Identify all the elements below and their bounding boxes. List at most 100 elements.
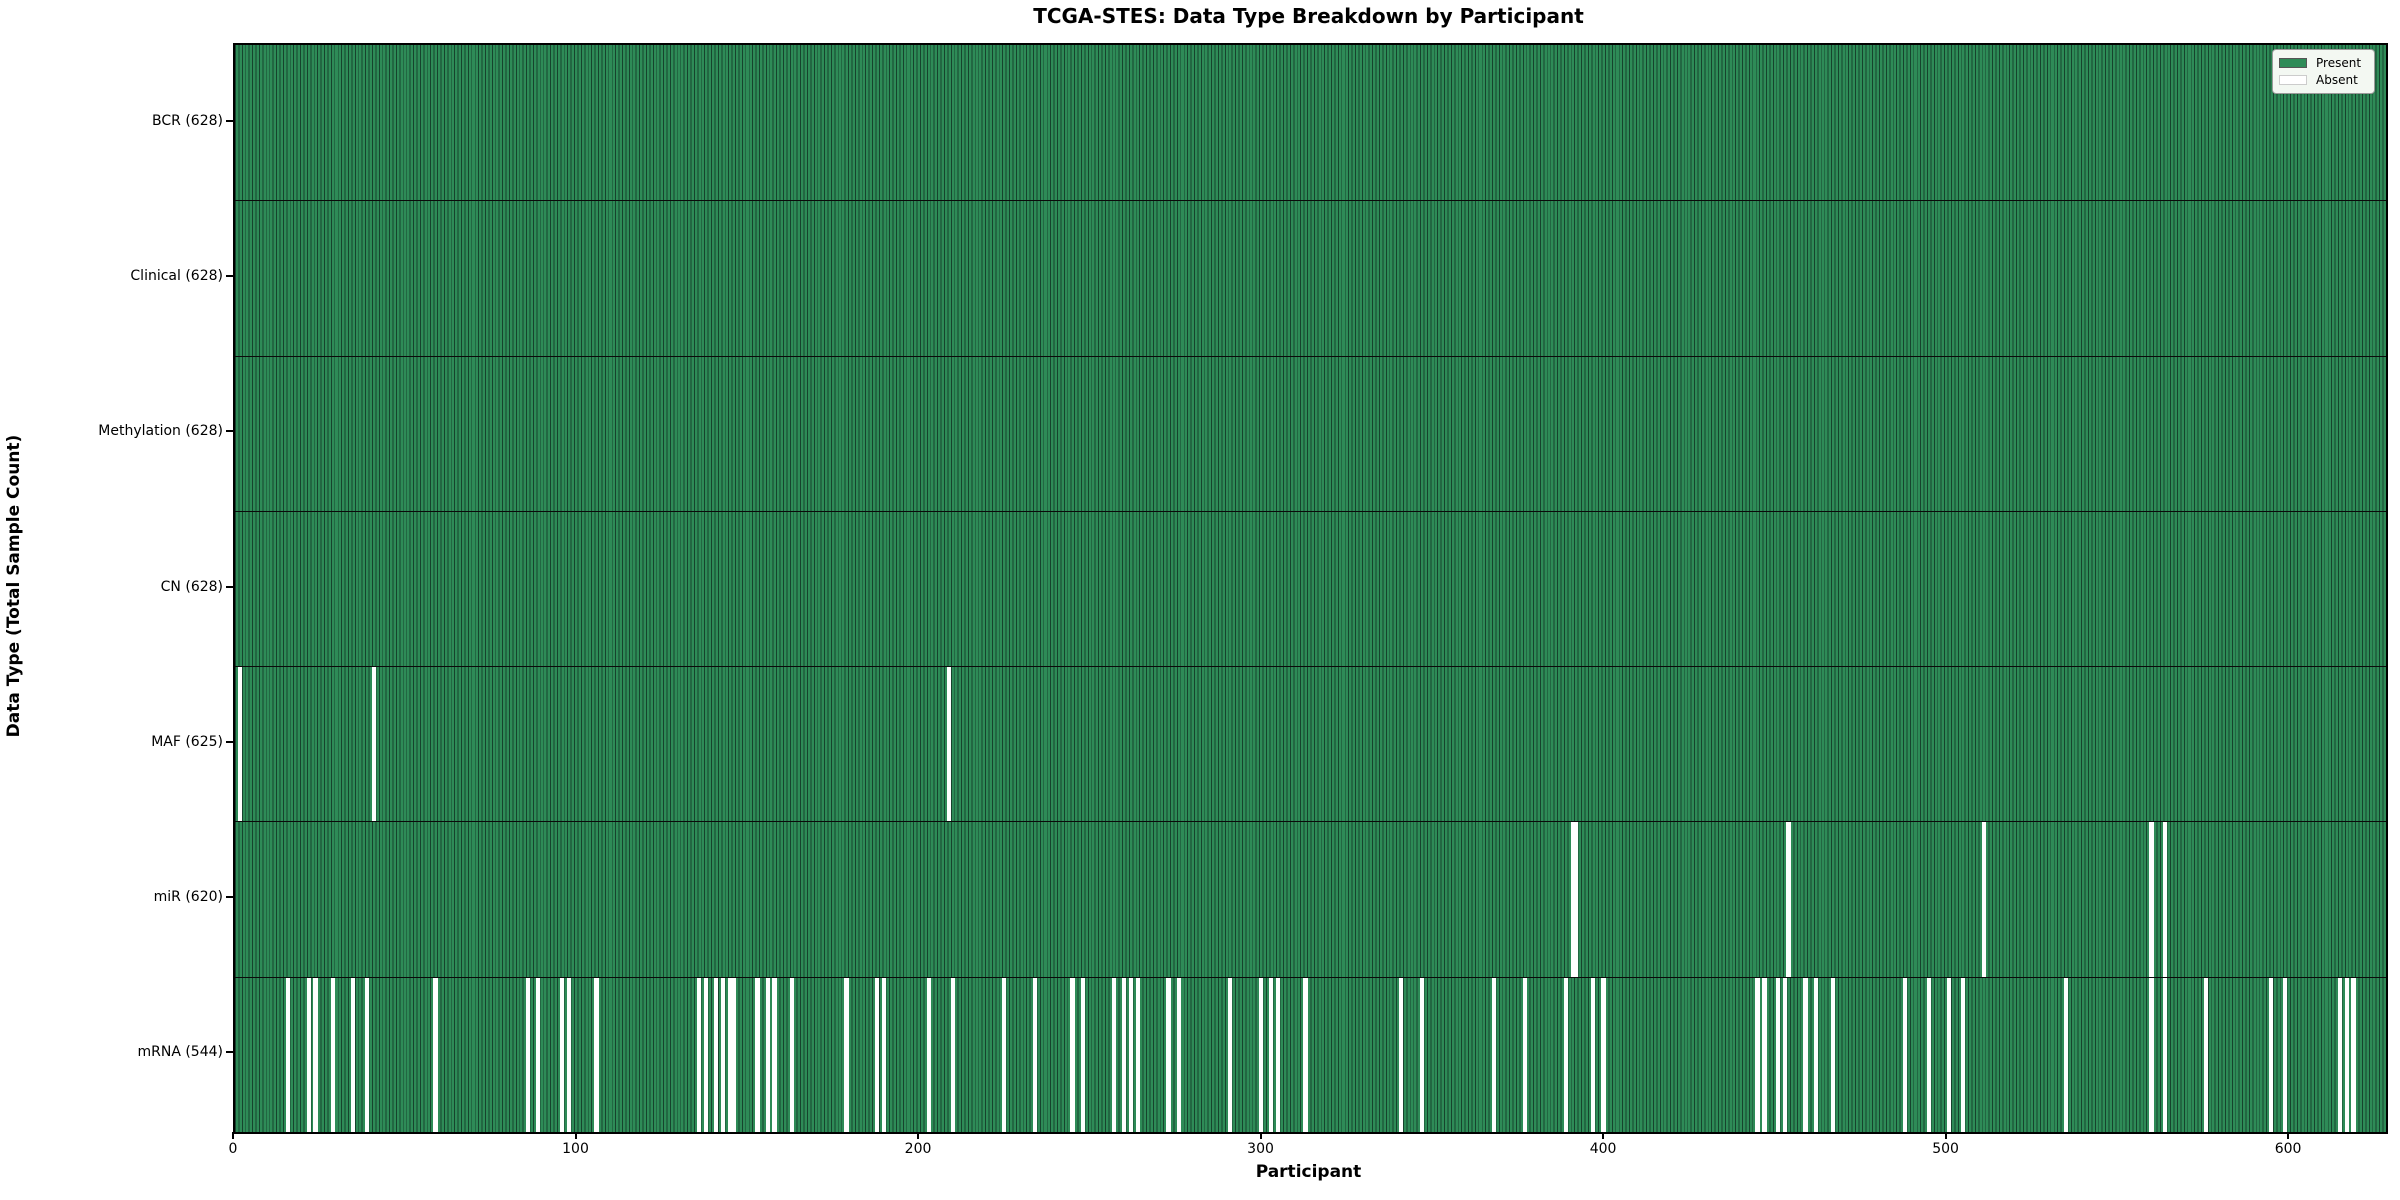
row-band-clinical bbox=[235, 200, 2386, 356]
absent-stripe bbox=[721, 976, 726, 1132]
absent-stripe bbox=[1591, 976, 1596, 1132]
absent-stripe bbox=[1176, 976, 1181, 1132]
y-tick-mark bbox=[226, 1051, 233, 1054]
absent-stripe bbox=[238, 666, 243, 822]
absent-stripe bbox=[2163, 821, 2168, 977]
legend: Present Absent bbox=[2272, 49, 2375, 94]
absent-stripe bbox=[2163, 976, 2168, 1132]
x-tick-label-400: 400 bbox=[1589, 1141, 1617, 1157]
absent-stripe bbox=[727, 976, 733, 1132]
absent-stripe bbox=[1776, 976, 1781, 1132]
absent-stripe bbox=[1803, 976, 1808, 1132]
absent-stripe bbox=[1601, 976, 1606, 1132]
absent-stripe bbox=[1070, 976, 1075, 1132]
absent-stripe bbox=[1001, 976, 1007, 1132]
absent-stripe bbox=[1080, 976, 1085, 1132]
absent-stripe bbox=[1782, 976, 1788, 1132]
absent-stripe bbox=[950, 976, 955, 1132]
plot-area bbox=[233, 43, 2388, 1134]
absent-stripe bbox=[536, 976, 541, 1132]
x-tick-label-500: 500 bbox=[1932, 1141, 1959, 1157]
x-tick-label-600: 600 bbox=[2274, 1141, 2302, 1157]
legend-label-present: Present bbox=[2316, 55, 2362, 70]
absent-stripe bbox=[697, 976, 702, 1132]
absent-stripe bbox=[875, 976, 880, 1132]
absent-stripe bbox=[926, 976, 931, 1132]
y-tick-label-mrna: mRNA (544) bbox=[137, 1044, 223, 1061]
absent-stripe bbox=[1570, 821, 1575, 977]
absent-stripe bbox=[1981, 821, 1986, 977]
absent-stripe bbox=[1111, 976, 1116, 1132]
y-axis-label: Data Type (Total Sample Count) bbox=[4, 434, 24, 738]
absent-stripe bbox=[566, 976, 572, 1132]
present-swatch bbox=[2279, 57, 2307, 68]
absent-stripe bbox=[371, 666, 376, 822]
x-tick-mark bbox=[1259, 1132, 1262, 1139]
row-separator bbox=[235, 821, 2386, 823]
y-tick-label-mir: miR (620) bbox=[153, 889, 223, 906]
absent-stripe bbox=[351, 976, 356, 1132]
x-tick-mark bbox=[1602, 1132, 1605, 1139]
y-tick-mark bbox=[226, 430, 233, 433]
x-tick-label-0: 0 bbox=[228, 1141, 238, 1157]
absent-stripe bbox=[1960, 976, 1966, 1132]
x-tick-label-300: 300 bbox=[1247, 1141, 1274, 1157]
row-separator bbox=[235, 200, 2386, 202]
absent-stripe bbox=[1227, 976, 1233, 1132]
x-tick-mark bbox=[917, 1132, 920, 1139]
row-band-mrna bbox=[235, 976, 2386, 1132]
y-tick-label-clinical: Clinical (628) bbox=[130, 267, 223, 284]
x-tick-label-200: 200 bbox=[904, 1141, 932, 1157]
absent-stripe bbox=[789, 976, 794, 1132]
absent-stripe bbox=[1258, 976, 1264, 1132]
absent-stripe bbox=[1166, 976, 1171, 1132]
absent-stripe bbox=[2282, 976, 2288, 1132]
absent-stripe bbox=[2204, 976, 2209, 1132]
absent-stripe bbox=[1902, 976, 1907, 1132]
absent-stripe bbox=[364, 976, 370, 1132]
absent-stripe bbox=[1926, 976, 1931, 1132]
absent-stripe bbox=[2351, 976, 2356, 1132]
row-band-methylation bbox=[235, 355, 2386, 511]
legend-label-absent: Absent bbox=[2316, 73, 2358, 88]
absent-stripe bbox=[772, 976, 777, 1132]
absent-stripe bbox=[731, 976, 736, 1132]
y-tick-label-methylation: Methylation (628) bbox=[98, 423, 223, 440]
absent-stripe bbox=[433, 976, 438, 1132]
absent-stripe bbox=[1399, 976, 1404, 1132]
absent-stripe bbox=[882, 976, 887, 1132]
absent-stripe bbox=[1813, 976, 1818, 1132]
absent-stripe bbox=[330, 976, 335, 1132]
absent-swatch bbox=[2279, 75, 2307, 86]
absent-stripe bbox=[313, 976, 318, 1132]
absent-stripe bbox=[947, 666, 952, 822]
absent-stripe bbox=[1269, 976, 1274, 1132]
absent-stripe bbox=[1135, 976, 1140, 1132]
absent-stripe bbox=[1830, 976, 1836, 1132]
absent-stripe bbox=[560, 976, 565, 1132]
absent-stripe bbox=[714, 976, 719, 1132]
y-tick-mark bbox=[226, 740, 233, 743]
x-tick-mark bbox=[574, 1132, 577, 1139]
legend-item-absent: Absent bbox=[2279, 73, 2368, 87]
absent-stripe bbox=[2149, 976, 2154, 1132]
absent-stripe bbox=[755, 976, 760, 1132]
absent-stripe bbox=[765, 976, 770, 1132]
absent-stripe bbox=[2269, 976, 2274, 1132]
absent-stripe bbox=[594, 976, 599, 1132]
y-tick-label-cn: CN (628) bbox=[160, 578, 223, 595]
row-band-cn bbox=[235, 510, 2386, 667]
row-separator bbox=[235, 510, 2386, 512]
absent-stripe bbox=[2149, 821, 2154, 977]
y-tick-label-bcr: BCR (628) bbox=[152, 112, 223, 129]
absent-stripe bbox=[1275, 976, 1281, 1132]
x-axis-label: Participant bbox=[1255, 1162, 1362, 1182]
legend-item-present: Present bbox=[2279, 56, 2368, 70]
y-tick-mark bbox=[226, 585, 233, 588]
row-band-maf bbox=[235, 666, 2386, 822]
absent-stripe bbox=[1491, 976, 1496, 1132]
absent-stripe bbox=[1522, 976, 1527, 1132]
row-separator bbox=[235, 666, 2386, 668]
row-band-bcr bbox=[235, 45, 2386, 201]
absent-stripe bbox=[1121, 976, 1127, 1132]
